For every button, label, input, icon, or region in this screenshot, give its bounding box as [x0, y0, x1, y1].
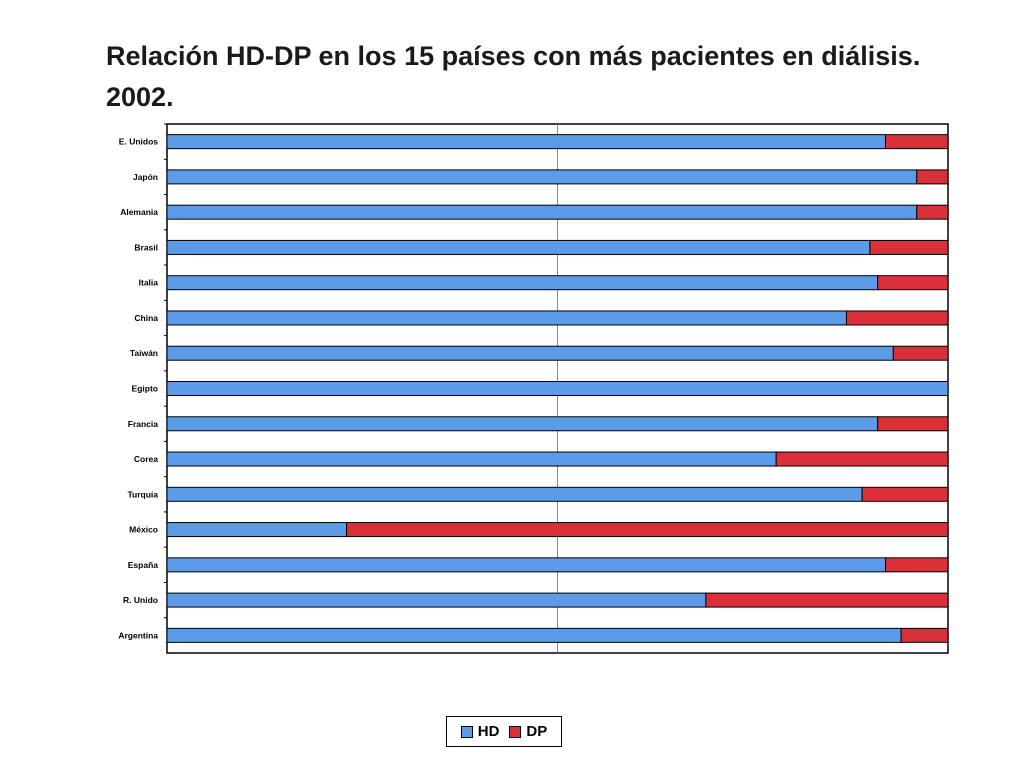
bar-dp-14 [900, 627, 949, 643]
bar-hd-6 [166, 345, 894, 361]
bar-hd-5 [166, 310, 847, 326]
bar-dp-9 [775, 451, 949, 467]
legend-item-hd: HD [460, 723, 500, 740]
bar-dp-0 [885, 134, 949, 150]
legend: HD DP [446, 716, 562, 747]
category-label-4: Italia [139, 278, 159, 288]
bar-hd-0 [166, 134, 887, 150]
bar-dp-12 [885, 557, 949, 573]
bar-dp-6 [892, 345, 949, 361]
legend-swatch-hd [460, 725, 473, 738]
bar-hd-10 [166, 486, 863, 502]
legend-swatch-dp [509, 725, 522, 738]
bar-hd-3 [166, 239, 871, 255]
category-label-13: R. Unido [123, 595, 158, 605]
bar-dp-8 [877, 416, 949, 432]
bar-dp-4 [877, 275, 949, 291]
bar-hd-2 [166, 204, 918, 220]
chart-title: Relación HD-DP en los 15 países con más … [106, 41, 921, 112]
stacked-bar-chart: E. Unidos Japón Alemania Brasil Italia China T… [118, 123, 949, 654]
bar-hd-8 [166, 416, 879, 432]
category-label-5: China [134, 313, 158, 323]
category-label-10: Turquía [127, 489, 158, 499]
category-label-6: Taiwán [130, 348, 158, 358]
legend-item-dp: DP [509, 723, 547, 740]
bar-hd-12 [166, 557, 887, 573]
bar-hd-4 [166, 275, 879, 291]
bar-dp-2 [916, 204, 949, 220]
bar-hd-13 [166, 592, 707, 608]
bar-hd-14 [166, 627, 902, 643]
category-label-1: Japón [133, 172, 158, 182]
bar-dp-13 [705, 592, 949, 608]
category-label-9: Corea [134, 454, 158, 464]
category-label-0: E. Unidos [119, 137, 158, 147]
category-label-8: Francia [128, 419, 159, 429]
bar-dp-1 [916, 169, 949, 185]
bar-dp-5 [845, 310, 949, 326]
legend-label-hd: HD [477, 723, 500, 740]
legend-label-dp: DP [526, 723, 548, 740]
bar-hd-11 [166, 522, 348, 538]
bar-hd-9 [166, 451, 777, 467]
category-label-7: Egipto [132, 384, 158, 394]
category-label-12: España [128, 560, 159, 570]
category-label-11: México [129, 525, 158, 535]
bar-dp-3 [869, 239, 949, 255]
bar-hd-1 [166, 169, 918, 185]
category-label-2: Alemania [120, 207, 158, 217]
bar-dp-10 [861, 486, 949, 502]
category-label-3: Brasil [134, 242, 158, 252]
bar-dp-11 [346, 522, 949, 538]
bar-hd-7 [166, 381, 949, 396]
category-label-14: Argentina [118, 630, 158, 640]
